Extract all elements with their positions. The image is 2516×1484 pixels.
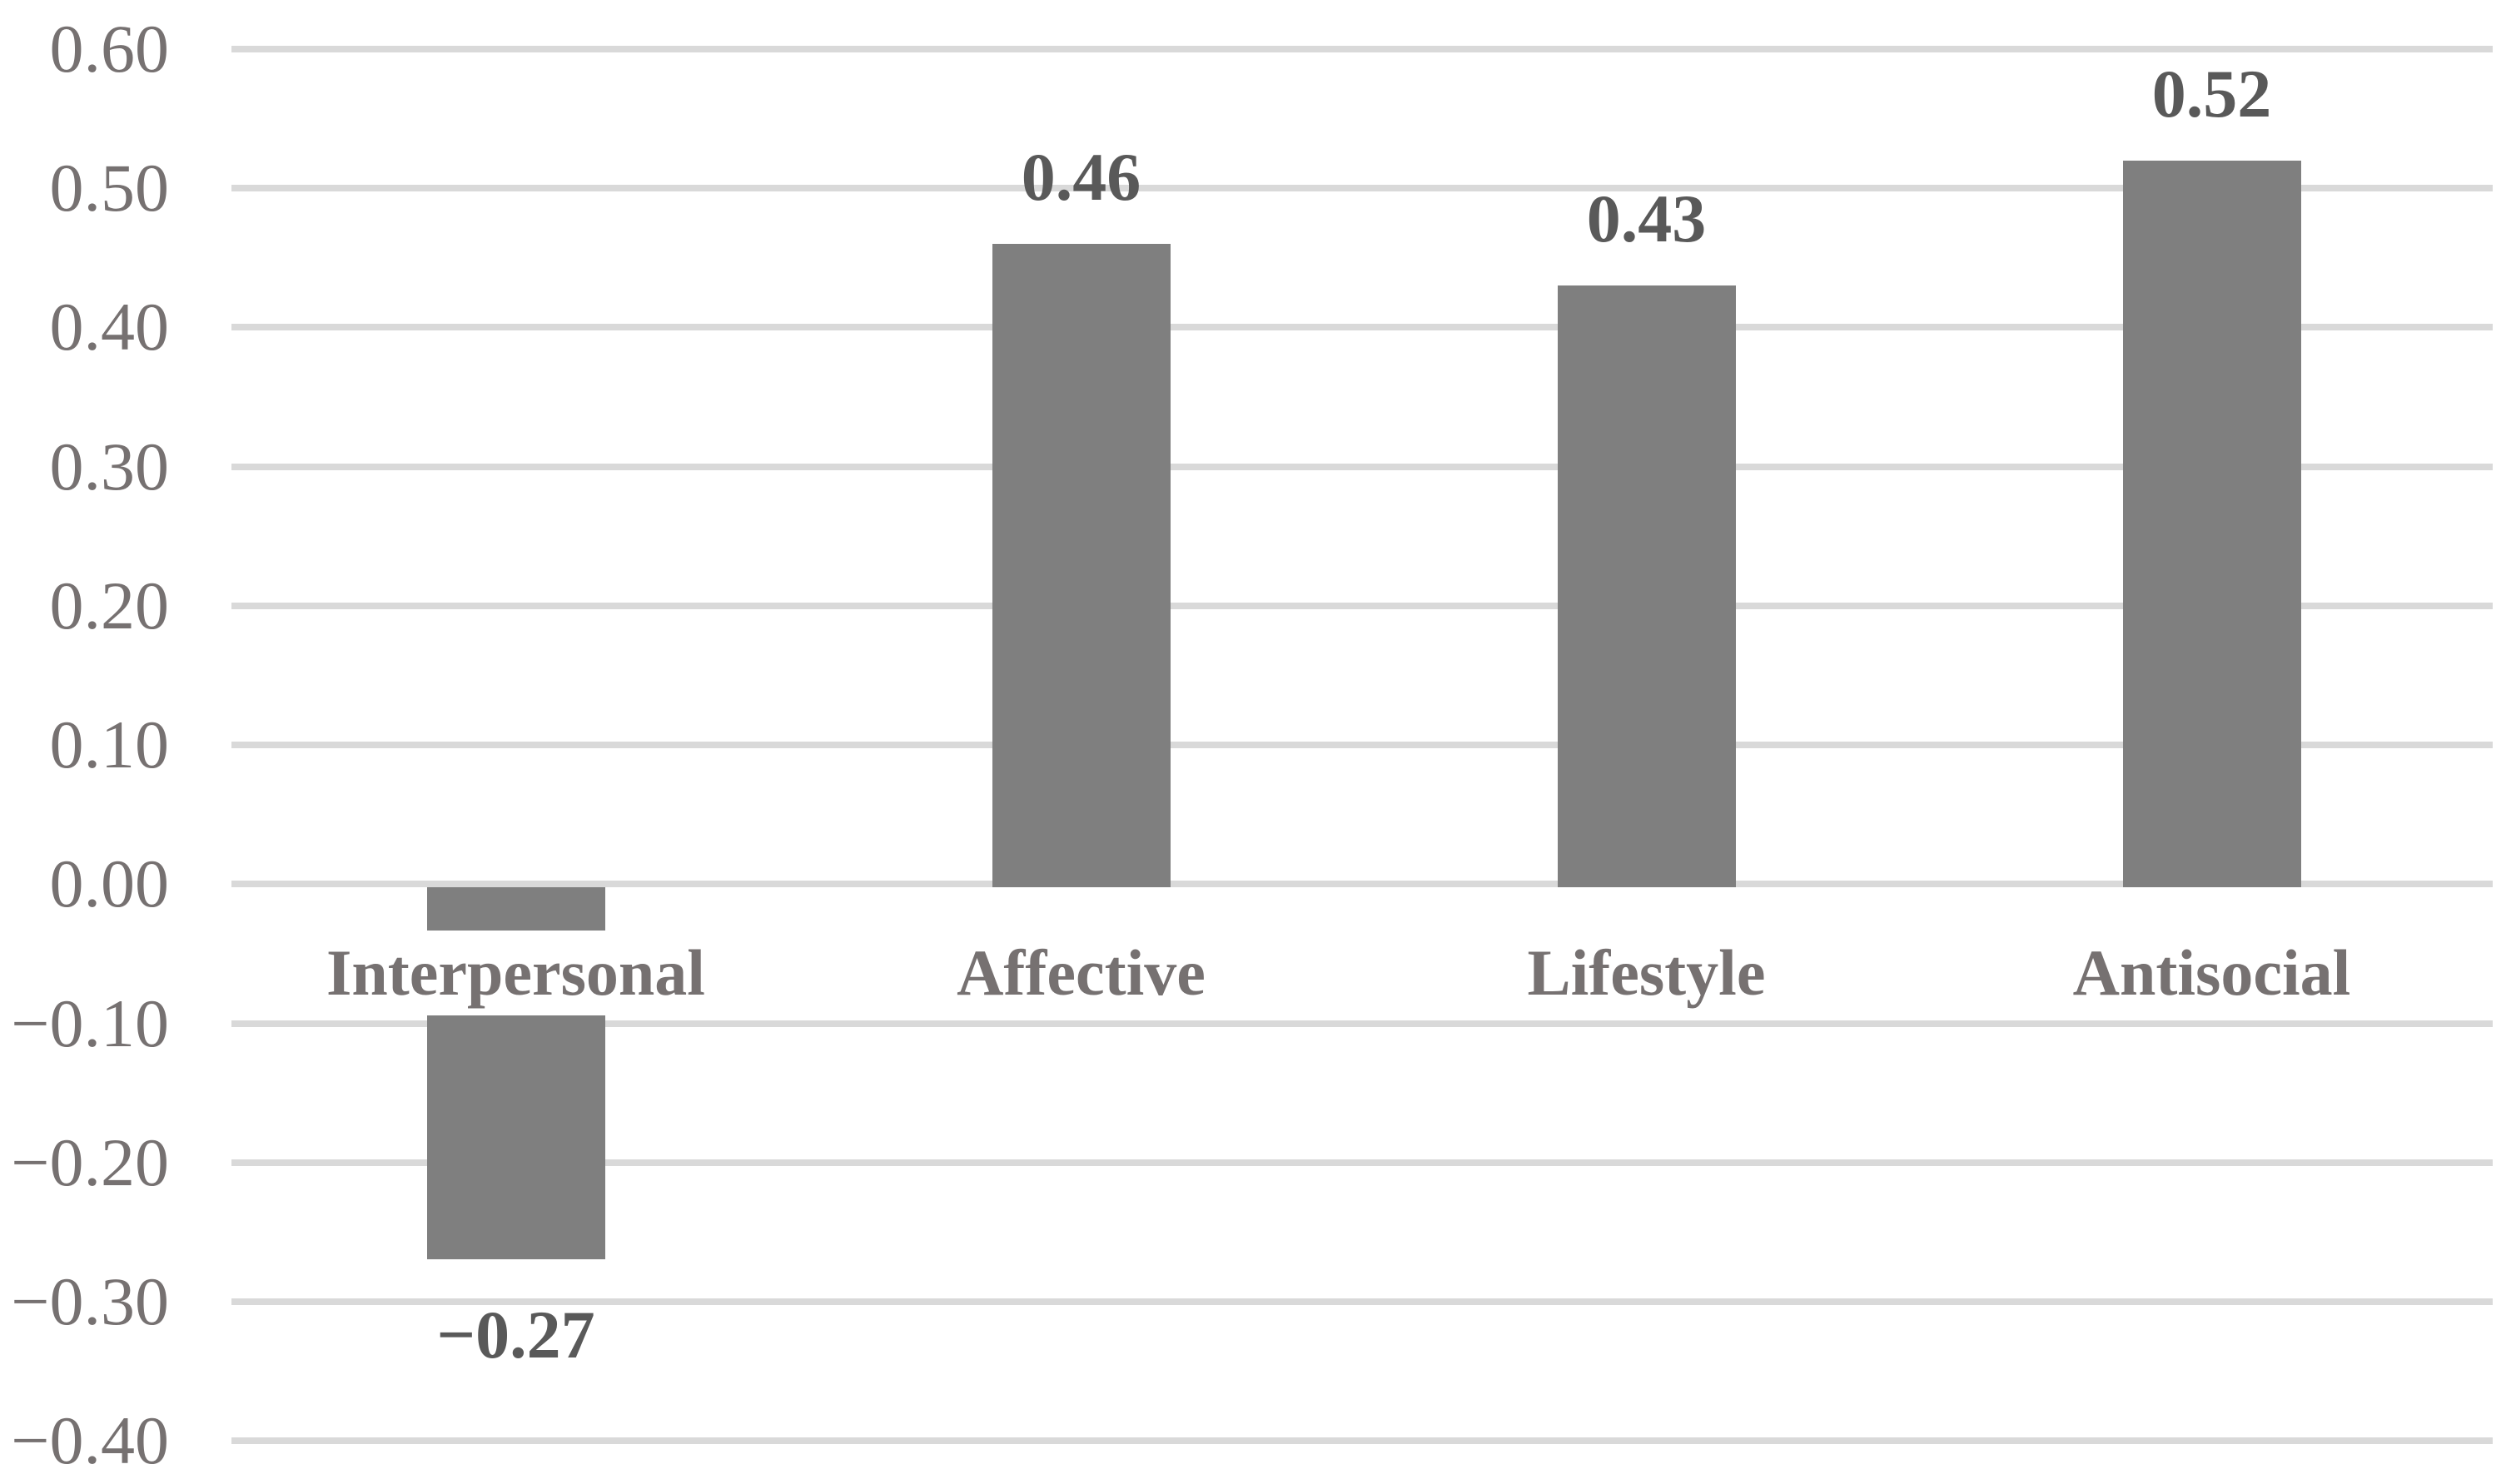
y-axis-tick-label: 0.10 [49,707,170,783]
y-axis-tick-label: 0.00 [49,846,170,922]
y-gridline [231,1159,2493,1166]
category-label: Antisocial [2059,931,2364,1015]
y-gridline [231,881,2493,888]
y-axis-tick-label: 0.60 [49,11,170,87]
y-gridline [231,742,2493,749]
bar-affective [992,244,1171,887]
y-axis-tick-label: −0.20 [11,1124,169,1200]
y-axis-tick-label: 0.30 [49,428,170,504]
category-label: Lifestyle [1514,931,1779,1015]
y-axis-tick-label: −0.30 [11,1263,169,1339]
y-gridline [231,185,2493,192]
y-axis-tick-label: 0.50 [49,150,170,226]
value-label: −0.27 [436,1297,595,1373]
y-gridline [231,463,2493,470]
y-axis-tick-label: 0.40 [49,289,170,365]
y-gridline [231,46,2493,52]
y-axis-tick-label: 0.20 [49,567,170,643]
value-label: 0.46 [1021,139,1141,216]
y-gridline [231,1437,2493,1445]
category-label: Affective [943,931,1219,1015]
y-gridline [231,324,2493,331]
bar-antisocial [2122,160,2301,887]
value-label: 0.52 [2151,55,2272,132]
category-label: Interpersonal [313,931,719,1015]
y-gridline [231,1298,2493,1305]
y-gridline [231,602,2493,609]
y-axis-tick-label: −0.10 [11,985,169,1061]
y-axis-tick-label: −0.40 [11,1402,169,1479]
bar-lifestyle [1557,285,1736,887]
y-gridline [231,1020,2493,1027]
value-label: 0.43 [1586,181,1707,257]
